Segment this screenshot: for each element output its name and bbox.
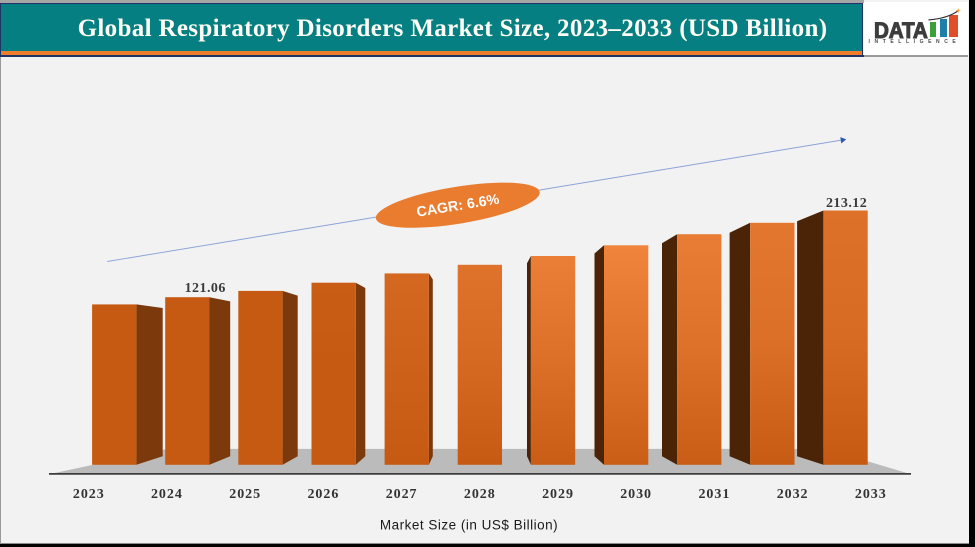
svg-text:2023: 2023: [73, 487, 105, 502]
svg-text:2029: 2029: [542, 487, 574, 502]
svg-text:2027: 2027: [386, 487, 418, 502]
svg-text:2026: 2026: [307, 487, 339, 502]
svg-text:2025: 2025: [229, 487, 261, 502]
svg-text:121.06: 121.06: [185, 281, 226, 296]
svg-text:2030: 2030: [620, 487, 652, 502]
svg-text:2032: 2032: [777, 487, 809, 502]
svg-text:2028: 2028: [464, 487, 496, 502]
svg-text:2031: 2031: [698, 487, 730, 502]
svg-text:2024: 2024: [151, 487, 183, 502]
svg-text:213.12: 213.12: [826, 196, 867, 211]
svg-text:Market Size (in US$ Billion): Market Size (in US$ Billion): [380, 518, 558, 533]
svg-text:2033: 2033: [855, 487, 887, 502]
